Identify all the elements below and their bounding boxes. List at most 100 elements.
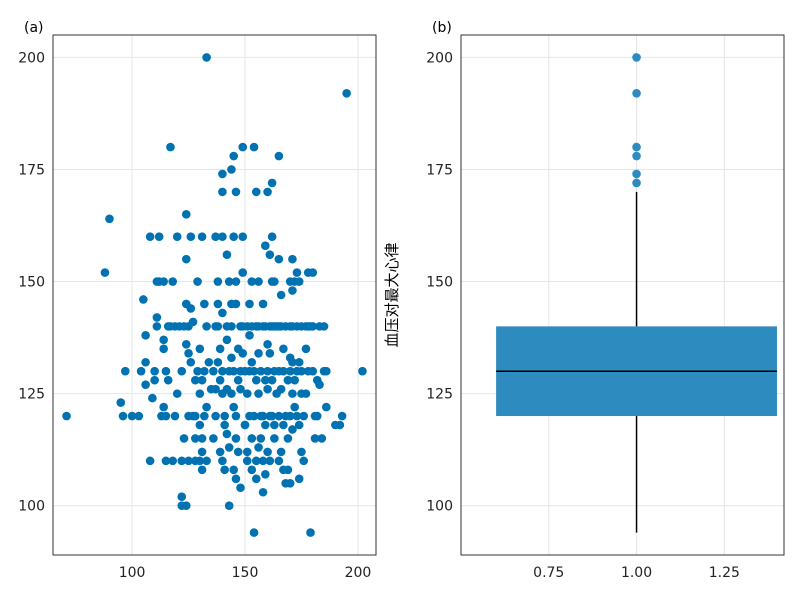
panel-b-y-axis-label: 血压对最大心律 xyxy=(383,242,401,347)
panel-b-y-tick-label: 125 xyxy=(426,387,453,403)
scatter-point xyxy=(141,331,150,340)
scatter-point xyxy=(299,456,309,466)
scatter-point xyxy=(342,88,351,98)
scatter-point xyxy=(224,443,234,452)
scatter-point xyxy=(247,434,257,443)
scatter-point xyxy=(319,322,329,331)
scatter-point xyxy=(251,187,261,197)
scatter-point xyxy=(276,447,286,457)
scatter-point xyxy=(240,420,250,430)
panel-b-boxplot xyxy=(496,53,777,533)
scatter-point xyxy=(242,389,252,398)
scatter-point xyxy=(227,322,236,331)
outlier-point xyxy=(632,142,641,152)
scatter-point xyxy=(285,366,295,376)
scatter-point xyxy=(218,308,227,318)
scatter-point xyxy=(161,366,171,376)
scatter-point xyxy=(263,366,272,376)
scatter-point xyxy=(193,277,202,286)
scatter-point xyxy=(191,375,200,385)
scatter-point xyxy=(263,447,272,457)
scatter-point xyxy=(288,425,297,434)
panel-b-grid xyxy=(461,35,784,555)
scatter-point xyxy=(335,420,345,430)
scatter-point xyxy=(141,357,150,367)
scatter-point xyxy=(118,411,128,421)
outlier-point xyxy=(632,53,641,62)
scatter-point xyxy=(222,335,232,345)
scatter-point xyxy=(254,443,263,452)
scatter-point xyxy=(238,348,248,358)
scatter-point xyxy=(229,232,238,242)
panel-b-y-tick-label: 100 xyxy=(426,499,453,515)
scatter-point xyxy=(197,465,207,475)
scatter-point xyxy=(218,232,227,242)
scatter-point xyxy=(195,456,205,466)
scatter-point xyxy=(245,331,254,340)
scatter-point xyxy=(193,366,202,376)
scatter-point xyxy=(191,411,200,421)
scatter-point xyxy=(267,375,277,385)
scatter-point xyxy=(245,299,254,309)
scatter-point xyxy=(224,277,234,286)
scatter-point xyxy=(317,434,327,443)
scatter-point xyxy=(161,411,171,421)
scatter-point xyxy=(247,465,257,475)
scatter-point xyxy=(202,402,211,412)
scatter-point xyxy=(301,389,311,398)
scatter-point xyxy=(166,142,175,152)
scatter-point xyxy=(195,344,205,354)
scatter-point xyxy=(254,348,263,358)
scatter-point xyxy=(258,411,268,421)
scatter-point xyxy=(231,411,241,421)
scatter-point xyxy=(231,187,241,197)
scatter-point xyxy=(215,344,225,354)
scatter-point xyxy=(261,420,270,430)
scatter-point xyxy=(186,304,196,313)
scatter-point xyxy=(306,528,315,537)
scatter-point xyxy=(159,344,168,354)
scatter-point xyxy=(358,366,367,376)
scatter-point xyxy=(263,384,272,394)
panel-a-x-tick-label: 200 xyxy=(345,565,372,581)
scatter-point xyxy=(274,151,284,161)
scatter-point xyxy=(258,487,268,497)
scatter-point xyxy=(308,366,318,376)
scatter-point xyxy=(195,389,205,398)
scatter-point xyxy=(181,254,191,264)
scatter-point xyxy=(152,313,162,322)
outlier-point xyxy=(632,151,641,161)
scatter-point xyxy=(236,483,245,493)
scatter-point xyxy=(218,366,227,376)
panel-b-label: (b) xyxy=(432,20,452,36)
scatter-point xyxy=(256,366,266,376)
scatter-point xyxy=(308,268,318,277)
scatter-point xyxy=(265,250,275,259)
panel-a: (a) 100 125 150 175 200 100 150 200 xyxy=(18,20,377,581)
scatter-point xyxy=(139,295,148,304)
panel-b-x-tick-label: 1.25 xyxy=(709,565,740,581)
scatter-point xyxy=(222,429,232,439)
scatter-point xyxy=(163,375,173,385)
scatter-point xyxy=(274,411,284,421)
scatter-point xyxy=(251,456,261,466)
panel-b-y-tick-label: 150 xyxy=(426,275,453,291)
scatter-point xyxy=(263,187,272,197)
panel-b-y-ticks: 100 125 150 175 200 xyxy=(426,50,453,514)
scatter-point xyxy=(62,411,71,421)
scatter-point xyxy=(197,232,207,242)
scatter-point xyxy=(270,434,279,443)
scatter-point xyxy=(179,434,189,443)
scatter-point xyxy=(134,411,144,421)
scatter-point xyxy=(236,384,245,394)
scatter-point xyxy=(267,411,277,421)
scatter-point xyxy=(229,151,238,161)
panel-a-frame xyxy=(52,34,377,556)
outlier-point xyxy=(632,88,641,98)
scatter-point xyxy=(247,357,257,367)
scatter-point xyxy=(279,420,288,430)
scatter-point xyxy=(288,254,297,264)
scatter-point xyxy=(145,456,155,466)
scatter-point xyxy=(220,465,229,475)
panel-a-y-tick-label: 150 xyxy=(18,275,45,291)
